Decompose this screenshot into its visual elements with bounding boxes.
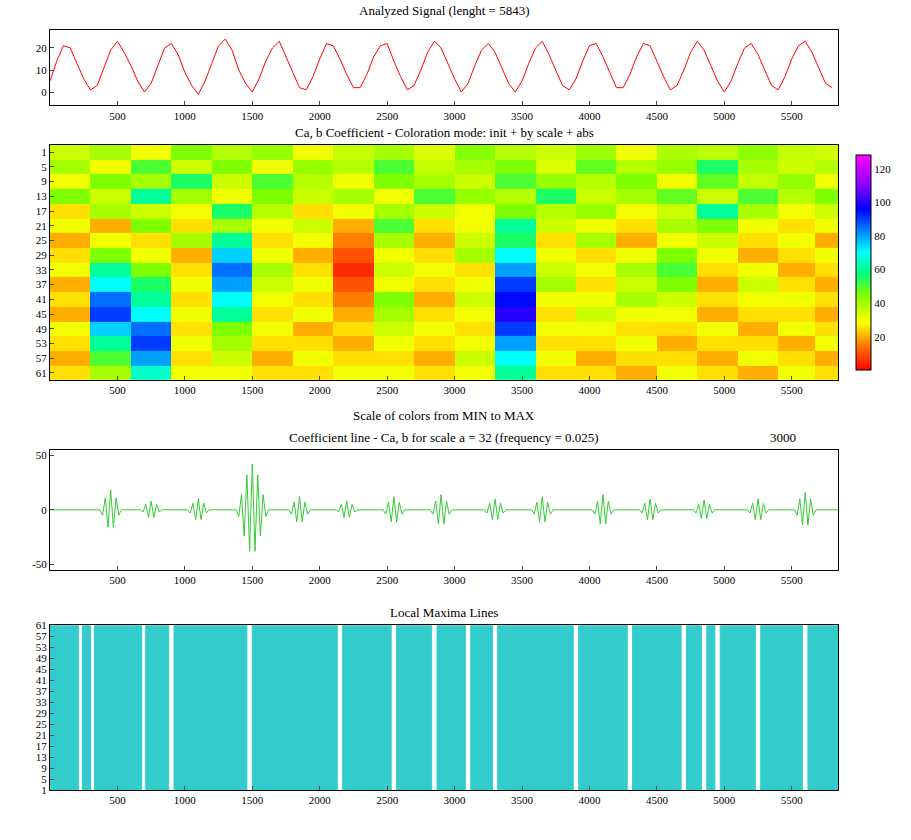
- svg-text:45: 45: [36, 663, 48, 675]
- svg-text:61: 61: [36, 619, 47, 631]
- svg-text:2500: 2500: [376, 574, 399, 586]
- svg-text:5: 5: [41, 161, 47, 173]
- svg-text:20: 20: [874, 331, 886, 343]
- svg-text:5000: 5000: [713, 794, 736, 806]
- svg-text:3000: 3000: [444, 384, 467, 396]
- svg-text:2500: 2500: [376, 384, 399, 396]
- svg-text:1500: 1500: [241, 574, 263, 586]
- svg-text:53: 53: [36, 641, 48, 653]
- svg-text:25: 25: [36, 234, 48, 246]
- svg-text:1000: 1000: [174, 110, 197, 122]
- svg-text:1000: 1000: [174, 384, 197, 396]
- svg-text:5000: 5000: [713, 574, 736, 586]
- svg-text:41: 41: [36, 674, 47, 686]
- svg-text:37: 37: [36, 278, 48, 290]
- svg-text:40: 40: [874, 297, 886, 309]
- svg-text:5500: 5500: [781, 110, 804, 122]
- svg-text:3500: 3500: [511, 794, 534, 806]
- svg-text:4000: 4000: [578, 110, 601, 122]
- svg-text:2500: 2500: [376, 110, 399, 122]
- svg-text:21: 21: [36, 729, 47, 741]
- svg-text:13: 13: [36, 751, 48, 763]
- svg-text:9: 9: [41, 175, 47, 187]
- svg-text:4000: 4000: [578, 384, 601, 396]
- svg-text:17: 17: [36, 205, 48, 217]
- svg-text:33: 33: [36, 696, 48, 708]
- svg-text:4500: 4500: [646, 574, 669, 586]
- svg-text:500: 500: [109, 794, 126, 806]
- svg-text:33: 33: [36, 264, 48, 276]
- svg-text:-50: -50: [32, 558, 47, 570]
- svg-text:3000: 3000: [444, 110, 467, 122]
- svg-text:100: 100: [874, 196, 891, 208]
- svg-text:2000: 2000: [309, 574, 332, 586]
- svg-text:2500: 2500: [376, 794, 399, 806]
- svg-text:9: 9: [41, 762, 47, 774]
- svg-text:1000: 1000: [174, 574, 197, 586]
- svg-text:2000: 2000: [309, 384, 332, 396]
- svg-text:5000: 5000: [713, 384, 736, 396]
- svg-text:20: 20: [36, 42, 48, 54]
- svg-text:4500: 4500: [646, 110, 669, 122]
- svg-text:41: 41: [36, 293, 47, 305]
- svg-text:4000: 4000: [578, 794, 601, 806]
- svg-text:4000: 4000: [578, 574, 601, 586]
- svg-text:37: 37: [36, 685, 48, 697]
- svg-text:1: 1: [41, 784, 47, 796]
- svg-text:53: 53: [36, 337, 48, 349]
- svg-text:61: 61: [36, 367, 47, 379]
- svg-text:5500: 5500: [781, 384, 804, 396]
- svg-text:3500: 3500: [511, 574, 534, 586]
- svg-text:4500: 4500: [646, 384, 669, 396]
- svg-text:49: 49: [36, 652, 48, 664]
- svg-text:0: 0: [41, 504, 47, 516]
- svg-text:80: 80: [874, 230, 886, 242]
- svg-text:5: 5: [41, 773, 47, 785]
- svg-text:Coefficient line - Ca, b for s: Coefficient line - Ca, b for scale a = 3…: [289, 430, 599, 445]
- svg-text:120: 120: [874, 163, 891, 175]
- svg-text:500: 500: [109, 110, 126, 122]
- svg-text:3000: 3000: [444, 574, 467, 586]
- svg-text:1500: 1500: [241, 384, 263, 396]
- svg-text:Ca, b Coefficient - Coloration: Ca, b Coefficient - Coloration mode: ini…: [295, 125, 594, 140]
- svg-text:5500: 5500: [781, 574, 804, 586]
- svg-text:1500: 1500: [241, 794, 263, 806]
- svg-text:1500: 1500: [241, 110, 263, 122]
- svg-text:29: 29: [36, 249, 48, 261]
- svg-text:10: 10: [36, 64, 48, 76]
- svg-text:45: 45: [36, 308, 48, 320]
- svg-text:57: 57: [36, 352, 48, 364]
- svg-text:Analyzed Signal (lenght = 5843: Analyzed Signal (lenght = 5843): [359, 3, 530, 18]
- svg-text:13: 13: [36, 190, 48, 202]
- svg-text:57: 57: [36, 630, 48, 642]
- svg-text:3000: 3000: [444, 794, 467, 806]
- svg-text:17: 17: [36, 740, 48, 752]
- svg-text:500: 500: [109, 384, 126, 396]
- svg-text:1: 1: [41, 146, 47, 158]
- svg-text:5000: 5000: [713, 110, 736, 122]
- svg-text:3500: 3500: [511, 110, 534, 122]
- svg-text:5500: 5500: [781, 794, 804, 806]
- svg-text:1000: 1000: [174, 794, 197, 806]
- svg-text:Local Maxima Lines: Local Maxima Lines: [390, 605, 498, 620]
- svg-text:2000: 2000: [309, 110, 332, 122]
- svg-text:3000: 3000: [770, 430, 796, 445]
- svg-text:Scale of colors from MIN to MA: Scale of colors from MIN to MAX: [353, 408, 535, 423]
- svg-text:25: 25: [36, 718, 48, 730]
- svg-text:50: 50: [36, 449, 48, 461]
- svg-text:0: 0: [41, 86, 47, 98]
- svg-text:60: 60: [874, 263, 886, 275]
- svg-text:49: 49: [36, 323, 48, 335]
- svg-text:500: 500: [109, 574, 126, 586]
- svg-text:4500: 4500: [646, 794, 669, 806]
- svg-text:29: 29: [36, 707, 48, 719]
- svg-text:3500: 3500: [511, 384, 534, 396]
- svg-text:21: 21: [36, 220, 47, 232]
- svg-text:2000: 2000: [309, 794, 332, 806]
